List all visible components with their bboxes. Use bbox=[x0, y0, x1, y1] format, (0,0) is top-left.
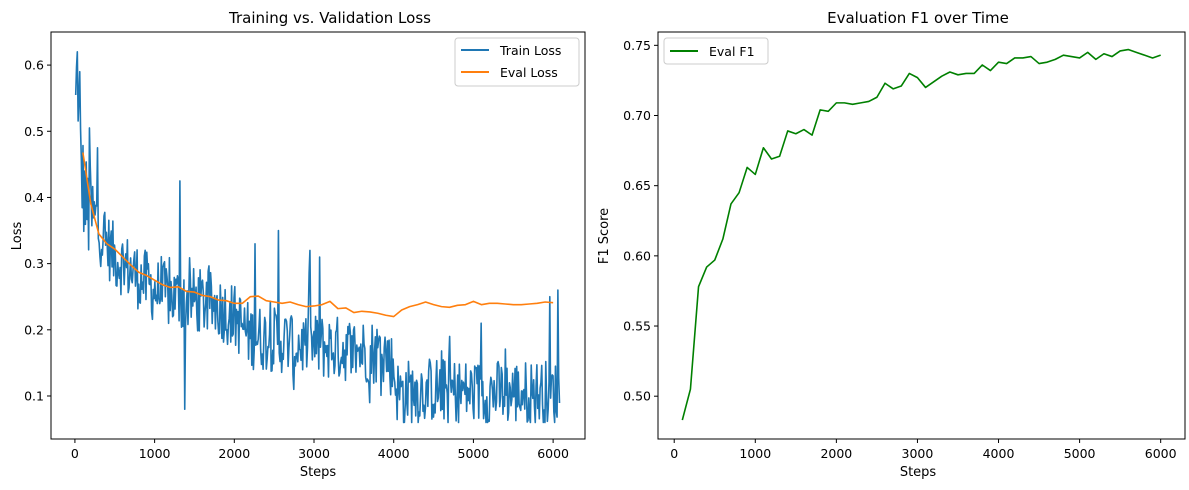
f1-ytick-label: 0.50 bbox=[623, 389, 651, 404]
f1-xtick-label: 4000 bbox=[983, 446, 1015, 461]
loss-series-train-loss bbox=[74, 51, 561, 424]
loss-chart-title: Training vs. Validation Loss bbox=[228, 9, 431, 27]
loss-ytick-label: 0.6 bbox=[24, 58, 44, 73]
f1-xtick-label: 2000 bbox=[820, 446, 852, 461]
f1-xtick-label: 1000 bbox=[739, 446, 771, 461]
f1-series-eval-f1 bbox=[681, 48, 1161, 421]
f1-ytick-label: 0.70 bbox=[623, 108, 651, 123]
loss-xtick-label: 1000 bbox=[139, 446, 171, 461]
loss-chart: Training vs. Validation Loss 0 1000 2000 30… bbox=[10, 9, 586, 480]
loss-ytick-label: 0.2 bbox=[24, 322, 44, 337]
loss-ytick-label: 0.5 bbox=[24, 124, 44, 139]
f1-chart-frame bbox=[657, 31, 1186, 440]
loss-xtick-label: 3000 bbox=[298, 446, 330, 461]
loss-legend-label-eval: Eval Loss bbox=[500, 65, 558, 80]
loss-legend-label-train: Train Loss bbox=[499, 43, 561, 58]
f1-chart-ylabel: F1 Score bbox=[597, 208, 612, 264]
loss-ytick-label: 0.4 bbox=[24, 190, 44, 205]
loss-ytick-label: 0.3 bbox=[24, 256, 44, 271]
loss-series-eval-loss bbox=[82, 152, 554, 318]
f1-chart-xlabel: Steps bbox=[900, 465, 937, 480]
f1-xtick-label: 5000 bbox=[1064, 446, 1096, 461]
f1-xtick-label: 0 bbox=[670, 446, 678, 461]
loss-xtick-label: 5000 bbox=[458, 446, 490, 461]
f1-xtick-label: 3000 bbox=[902, 446, 934, 461]
loss-xtick-label: 2000 bbox=[218, 446, 250, 461]
loss-chart-legend: Train Loss Eval Loss bbox=[454, 37, 580, 87]
f1-chart-legend: Eval F1 bbox=[663, 37, 769, 65]
f1-chart-title: Evaluation F1 over Time bbox=[827, 9, 1009, 27]
f1-ytick-label: 0.75 bbox=[623, 38, 651, 53]
f1-legend-label: Eval F1 bbox=[709, 44, 755, 59]
f1-chart: Evaluation F1 over Time 0 1000 2000 3000 400… bbox=[597, 9, 1186, 480]
f1-ytick-label: 0.65 bbox=[623, 178, 651, 193]
loss-xtick-label: 0 bbox=[71, 446, 79, 461]
f1-legend-box bbox=[663, 37, 769, 65]
loss-xtick-label: 4000 bbox=[378, 446, 410, 461]
f1-xtick-label: 6000 bbox=[1145, 446, 1177, 461]
loss-chart-frame bbox=[50, 31, 586, 440]
loss-xtick-label: 6000 bbox=[537, 446, 569, 461]
loss-chart-ylabel: Loss bbox=[10, 222, 25, 251]
loss-chart-xlabel: Steps bbox=[300, 465, 337, 480]
f1-ytick-label: 0.55 bbox=[623, 319, 651, 334]
loss-ytick-label: 0.1 bbox=[24, 388, 44, 403]
f1-ytick-label: 0.60 bbox=[623, 248, 651, 263]
